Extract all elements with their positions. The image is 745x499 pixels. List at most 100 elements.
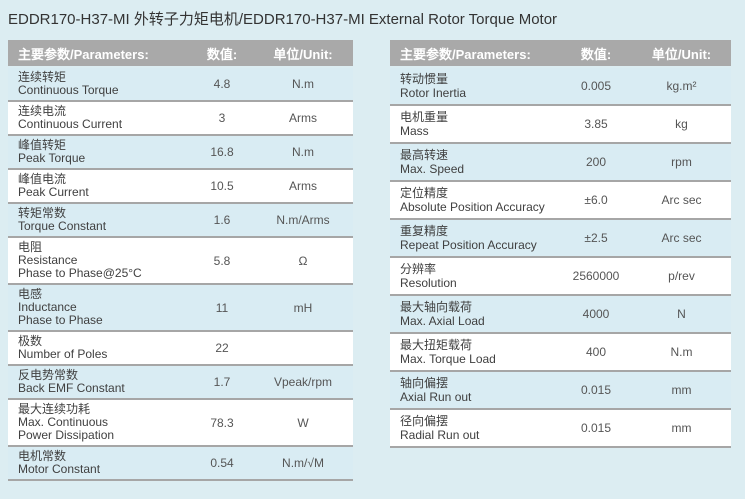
parameter-cell: 最大扭矩载荷 Max. Torque Load <box>390 334 560 370</box>
parameter-line: Max. Torque Load <box>400 352 496 366</box>
parameter-line: 电感 <box>18 287 43 301</box>
parameter-cell: 极数 Number of Poles <box>8 332 191 364</box>
unit-cell: N.m <box>292 77 314 91</box>
unit-cell: Vpeak/rpm <box>273 375 333 389</box>
unit-cell: kg <box>675 117 688 131</box>
table-row: 峰值转矩 Peak Torque 16.8 N.m <box>8 136 353 170</box>
header-parameters-label: 主要参数/Parameters: <box>400 46 531 62</box>
parameter-cell: 连续转矩 Continuous Torque <box>8 68 191 100</box>
unit-cell: N.m <box>670 345 693 359</box>
parameter-line: Resistance <box>18 253 78 267</box>
parameter-cell: 电机重量 Mass <box>390 106 560 142</box>
parameter-cell: 峰值转矩 Peak Torque <box>8 136 191 168</box>
unit-cell: N.m/Arms <box>276 213 330 227</box>
value-cell: 2560000 <box>572 269 620 283</box>
header-value-label: 数值: <box>580 46 612 62</box>
parameter-line: 连续电流 <box>18 104 67 118</box>
parameter-cell: 电机常数 Motor Constant <box>8 447 191 479</box>
table-row: 转动惯量 Rotor Inertia 0.005 kg.m² <box>390 68 731 106</box>
table-row: 轴向偏摆 Axial Run out 0.015 mm <box>390 372 731 410</box>
parameter-line: 电阻 <box>18 240 43 254</box>
header-unit-label: 单位/Unit: <box>273 46 333 62</box>
table-row: 最大扭矩载荷 Max. Torque Load 400 N.m <box>390 334 731 372</box>
table-row: 连续电流 Continuous Current 3 Arms <box>8 102 353 136</box>
parameter-cell: 最大连续功耗 Max. Continuous Power Dissipation <box>8 400 191 445</box>
parameter-line: Number of Poles <box>18 347 108 361</box>
value-cell: 16.8 <box>210 145 234 159</box>
parameter-cell: 转矩常数 Torque Constant <box>8 204 191 236</box>
value-cell: 4000 <box>582 307 610 321</box>
parameter-line: Max. Continuous <box>18 415 109 429</box>
table-row: 径向偏摆 Radial Run out 0.015 mm <box>390 410 731 448</box>
parameter-cell: 最大轴向载荷 Max. Axial Load <box>390 296 560 332</box>
parameter-line: 最大轴向载荷 <box>400 300 473 314</box>
table-row: 连续转矩 Continuous Torque 4.8 N.m <box>8 68 353 102</box>
parameter-line: 反电势常数 <box>18 368 79 382</box>
parameter-line: Mass <box>400 124 429 138</box>
header-parameters-label: 主要参数/Parameters: <box>18 46 149 62</box>
unit-cell: N.m/√M <box>282 456 324 470</box>
value-cell: 0.005 <box>580 79 612 93</box>
parameter-line: Continuous Torque <box>18 83 119 97</box>
table-row: 电机重量 Mass 3.85 kg <box>390 106 731 144</box>
parameter-cell: 最高转速 Max. Speed <box>390 144 560 180</box>
parameter-line: Peak Current <box>18 185 89 199</box>
parameter-line: Axial Run out <box>400 390 472 404</box>
value-cell: 0.54 <box>210 456 234 470</box>
parameter-line: Phase to Phase <box>18 313 103 327</box>
value-cell: 11 <box>215 300 229 315</box>
table-row: 反电势常数 Back EMF Constant 1.7 Vpeak/rpm <box>8 366 353 400</box>
parameter-cell: 连续电流 Continuous Current <box>8 102 191 134</box>
header-unit-label: 单位/Unit: <box>651 46 712 62</box>
parameter-cell: 径向偏摆 Radial Run out <box>390 410 560 446</box>
parameter-line: Rotor Inertia <box>400 86 467 100</box>
value-cell: 5.8 <box>213 253 231 268</box>
unit-cell: Arms <box>289 111 317 125</box>
unit-cell: Arc sec <box>661 193 702 207</box>
table-row: 最高转速 Max. Speed 200 rpm <box>390 144 731 182</box>
parameter-line: 重复精度 <box>400 224 449 238</box>
table-row: 电阻 Resistance Phase to Phase@25°C 5.8 Ω <box>8 238 353 285</box>
value-cell: ±6.0 <box>584 193 608 207</box>
parameters-table-right: 主要参数/Parameters: 数值: 单位/Unit: 转动惯量 Rotor … <box>390 40 731 448</box>
table-row: 极数 Number of Poles 22 <box>8 332 353 366</box>
parameter-line: 转动惯量 <box>400 72 449 86</box>
value-cell: 0.015 <box>580 421 612 435</box>
parameters-table-left: 主要参数/Parameters: 数值: 单位/Unit: 连续转矩 Contin… <box>8 40 353 481</box>
value-cell: 1.6 <box>213 213 231 227</box>
parameter-line: 峰值电流 <box>18 172 67 186</box>
table-header-row: 主要参数/Parameters: 数值: 单位/Unit: <box>390 40 731 66</box>
parameter-line: 连续转矩 <box>18 70 67 84</box>
value-cell: 78.3 <box>210 415 234 430</box>
unit-cell: mm <box>671 383 692 397</box>
parameter-line: 电机重量 <box>400 110 449 124</box>
parameter-line: Absolute Position Accuracy <box>400 200 545 214</box>
parameter-line: Phase to Phase@25°C <box>18 266 142 280</box>
parameter-line: Torque Constant <box>18 219 107 233</box>
table-row: 电感 Inductance Phase to Phase 11 mH <box>8 285 353 332</box>
unit-cell: Arc sec <box>661 231 702 245</box>
parameter-line: 轴向偏摆 <box>400 376 449 390</box>
unit-cell: kg.m² <box>666 79 697 93</box>
parameter-line: 电机常数 <box>18 449 67 463</box>
unit-cell: mm <box>671 421 692 435</box>
parameter-line: Continuous Current <box>18 117 123 131</box>
table-row: 转矩常数 Torque Constant 1.6 N.m/Arms <box>8 204 353 238</box>
parameter-cell: 重复精度 Repeat Position Accuracy <box>390 220 560 256</box>
parameter-line: Max. Speed <box>400 162 465 176</box>
parameter-line: Power Dissipation <box>18 428 115 442</box>
parameter-cell: 电感 Inductance Phase to Phase <box>8 285 191 330</box>
value-cell: 4.8 <box>213 77 231 91</box>
parameter-cell: 反电势常数 Back EMF Constant <box>8 366 191 398</box>
value-cell: 200 <box>585 155 607 169</box>
unit-cell: p/rev <box>668 269 695 283</box>
parameter-line: 转矩常数 <box>18 206 67 220</box>
parameter-cell: 转动惯量 Rotor Inertia <box>390 68 560 104</box>
parameter-line: 极数 <box>18 334 43 348</box>
value-cell: 22 <box>215 341 229 355</box>
unit-cell: rpm <box>671 155 692 169</box>
page-title: EDDR170-H37-MI 外转子力矩电机/EDDR170-H37-MI Ex… <box>8 11 558 28</box>
unit-cell: Ω <box>298 253 308 268</box>
value-cell: 400 <box>585 345 607 359</box>
parameter-cell: 定位精度 Absolute Position Accuracy <box>390 182 560 218</box>
